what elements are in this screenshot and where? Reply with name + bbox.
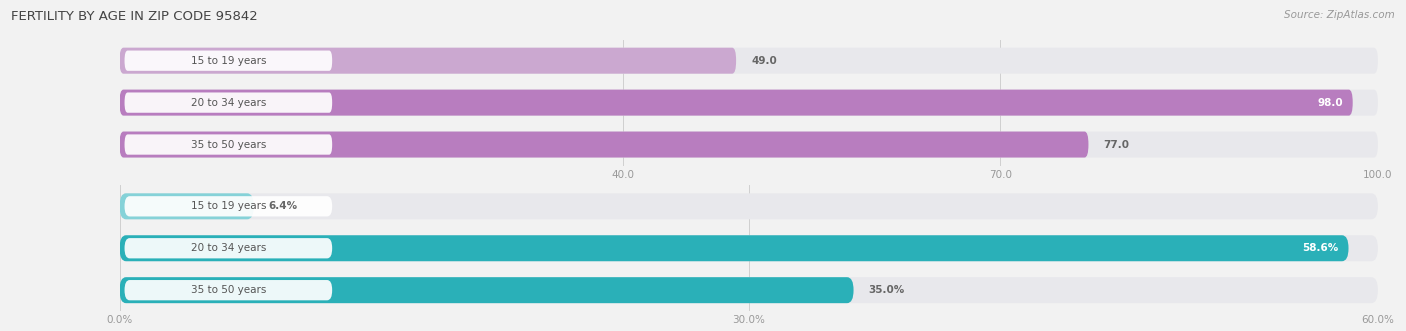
Text: FERTILITY BY AGE IN ZIP CODE 95842: FERTILITY BY AGE IN ZIP CODE 95842 — [11, 10, 257, 23]
FancyBboxPatch shape — [120, 131, 1088, 158]
Text: Source: ZipAtlas.com: Source: ZipAtlas.com — [1284, 10, 1395, 20]
FancyBboxPatch shape — [120, 90, 1353, 116]
Text: 15 to 19 years: 15 to 19 years — [191, 56, 266, 66]
FancyBboxPatch shape — [120, 90, 1378, 116]
FancyBboxPatch shape — [120, 131, 1378, 158]
Text: 98.0: 98.0 — [1317, 98, 1343, 108]
FancyBboxPatch shape — [120, 277, 853, 303]
FancyBboxPatch shape — [120, 277, 1378, 303]
Text: 20 to 34 years: 20 to 34 years — [191, 243, 266, 253]
FancyBboxPatch shape — [125, 196, 332, 216]
Text: 58.6%: 58.6% — [1302, 243, 1339, 253]
FancyBboxPatch shape — [125, 51, 332, 71]
Text: 35 to 50 years: 35 to 50 years — [191, 285, 266, 295]
FancyBboxPatch shape — [125, 92, 332, 113]
Text: 35 to 50 years: 35 to 50 years — [191, 140, 266, 150]
FancyBboxPatch shape — [120, 193, 1378, 219]
Text: 49.0: 49.0 — [751, 56, 778, 66]
Text: 20 to 34 years: 20 to 34 years — [191, 98, 266, 108]
FancyBboxPatch shape — [120, 193, 253, 219]
FancyBboxPatch shape — [120, 235, 1348, 261]
FancyBboxPatch shape — [125, 280, 332, 300]
Text: 6.4%: 6.4% — [269, 201, 298, 211]
Text: 35.0%: 35.0% — [869, 285, 905, 295]
FancyBboxPatch shape — [125, 134, 332, 155]
Text: 15 to 19 years: 15 to 19 years — [191, 201, 266, 211]
FancyBboxPatch shape — [120, 48, 737, 74]
Text: 77.0: 77.0 — [1104, 140, 1129, 150]
FancyBboxPatch shape — [125, 238, 332, 259]
FancyBboxPatch shape — [120, 235, 1378, 261]
FancyBboxPatch shape — [120, 48, 1378, 74]
